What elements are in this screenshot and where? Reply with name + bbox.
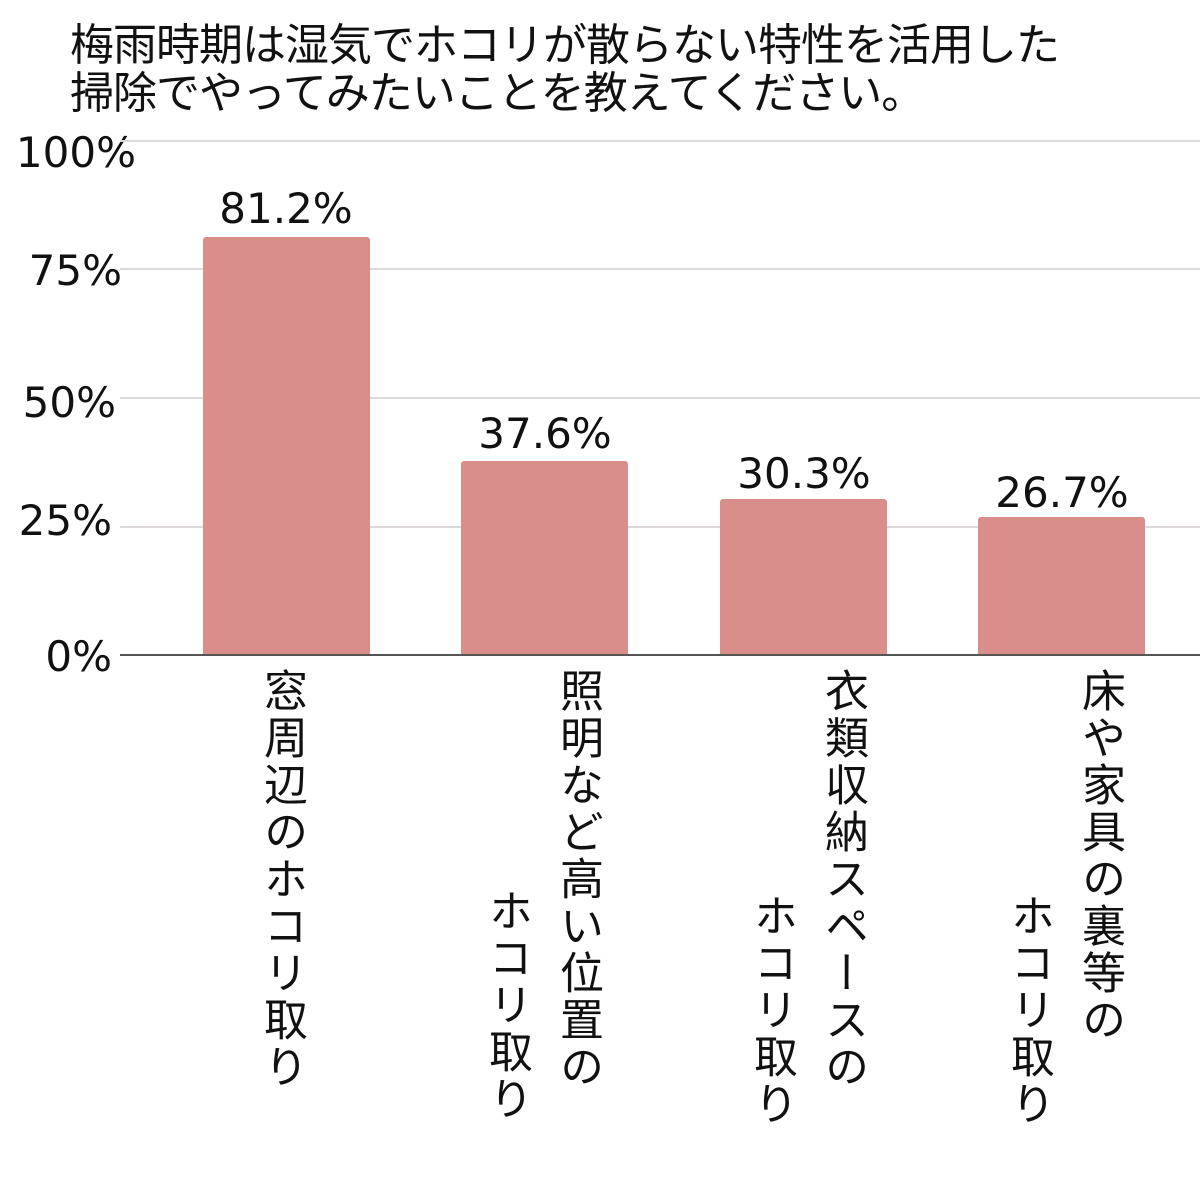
bar-floor-furniture: [978, 517, 1145, 655]
x-label-floor-furniture-line-1: 床や家具の裏等の: [1074, 668, 1125, 1044]
value-label-clothing-storage: 30.3%: [737, 449, 871, 498]
bar-window: [203, 237, 370, 655]
y-tick-0: 0%: [45, 632, 112, 681]
x-label-clothing-storage-line-2: ホコリ取り: [746, 893, 797, 1128]
gridline-100: [120, 140, 1200, 142]
x-label-window-line-1: 窓周辺のホコリ取り: [256, 668, 307, 1091]
x-label-clothing-storage: 衣類収納スペースの ホコリ取り: [745, 668, 869, 1128]
y-tick-75: 75%: [28, 246, 122, 295]
x-label-lighting-line-2: ホコリ取り: [481, 888, 532, 1123]
x-label-floor-furniture: 床や家具の裏等の ホコリ取り: [1002, 668, 1126, 1128]
gridline-50: [120, 397, 1200, 399]
y-tick-100: 100%: [15, 128, 136, 177]
bar-clothing-storage: [720, 499, 887, 655]
x-label-clothing-storage-line-1: 衣類収納スペースの: [817, 668, 868, 1091]
x-label-floor-furniture-line-2: ホコリ取り: [1003, 893, 1054, 1128]
gridline-25: [120, 526, 1200, 528]
x-label-lighting: 照明など高い位置の ホコリ取り: [480, 668, 604, 1123]
y-tick-50: 50%: [22, 378, 116, 427]
chart-title-line-2: 掃除でやってみたいことを教えてください。: [70, 68, 925, 119]
gridline-75: [120, 268, 1200, 270]
x-label-window: 窓周辺のホコリ取り: [255, 668, 308, 1091]
value-label-window: 81.2%: [219, 184, 353, 233]
x-axis-line: [120, 654, 1200, 656]
value-label-lighting: 37.6%: [478, 409, 612, 458]
bar-lighting: [461, 461, 628, 655]
chart-title-line-1: 梅雨時期は湿気でホコリが散らない特性を活用した: [70, 20, 1060, 71]
plot-area: 81.2% 37.6% 30.3% 26.7%: [120, 140, 1200, 656]
chart-title: 梅雨時期は湿気でホコリが散らない特性を活用した 掃除でやってみたいことを教えてく…: [70, 22, 1200, 118]
value-label-floor-furniture: 26.7%: [995, 468, 1129, 517]
y-tick-25: 25%: [18, 496, 112, 545]
x-label-lighting-line-1: 照明など高い位置の: [552, 668, 603, 1091]
